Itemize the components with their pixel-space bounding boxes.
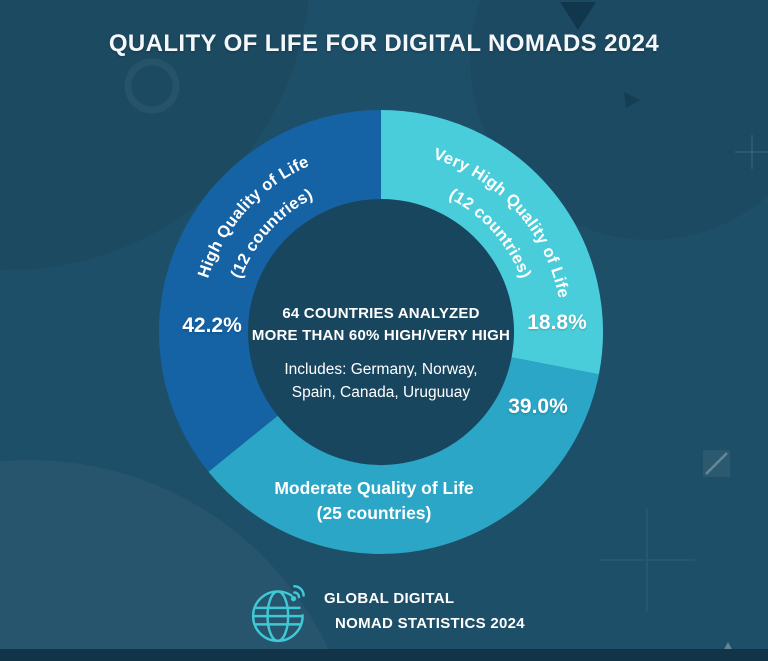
decorative-blob-top-left [0, 0, 309, 270]
footer-line-2: NOMAD STATISTICS 2024 [335, 615, 525, 632]
center-line-2: MORE THAN 60% HIGH/VERY HIGH [251, 327, 511, 344]
segment-label-moderate-line1: Moderate Quality of Life [274, 478, 474, 498]
segment-high-quality [159, 110, 383, 472]
decorative-blob-bottom-left [0, 460, 334, 661]
bottom-bar [0, 649, 768, 661]
decorative-square-slash [703, 450, 730, 477]
segment-very-high-quality [379, 110, 603, 375]
wifi-arc-outer [293, 585, 305, 597]
wifi-dot [290, 595, 297, 602]
decorative-cross-top-right [735, 135, 768, 169]
decorative-triangle-small [624, 92, 640, 108]
page-title: QUALITY OF LIFE FOR DIGITAL NOMADS 2024 [108, 30, 660, 57]
decorative-blob-top-right [470, 0, 768, 240]
donut-center-text: 64 COUNTRIES ANALYZED MORE THAN 60% HIGH… [252, 303, 510, 404]
footer-text: GLOBAL DIGITAL NOMAD STATISTICS 2024 [324, 586, 525, 636]
percent-label-very-high: 18.8% [527, 311, 587, 334]
center-line-4: Spain, Canada, Uruguuay [291, 384, 471, 401]
footer-line-1: GLOBAL DIGITAL [324, 590, 455, 607]
decorative-ring [124, 58, 180, 114]
center-line-3: Includes: Germany, Norway, [284, 361, 478, 378]
globe-wifi-icon [251, 585, 305, 643]
percent-label-moderate: 39.0% [508, 395, 568, 418]
decorative-cross-right [600, 508, 695, 612]
segment-label-moderate-line2: (25 countries) [316, 503, 432, 523]
donut-hole [247, 198, 515, 466]
segment-moderate-quality [208, 356, 599, 554]
percent-label-high: 42.2% [182, 314, 242, 337]
footer: GLOBAL DIGITAL NOMAD STATISTICS 2024 [250, 577, 525, 645]
wifi-arc-inner [293, 591, 301, 599]
segment-label-moderate: Moderate Quality of Life (25 countries) [274, 476, 473, 526]
decorative-triangle-top [560, 2, 596, 30]
center-line-1: 64 COUNTRIES ANALYZED [282, 305, 480, 322]
